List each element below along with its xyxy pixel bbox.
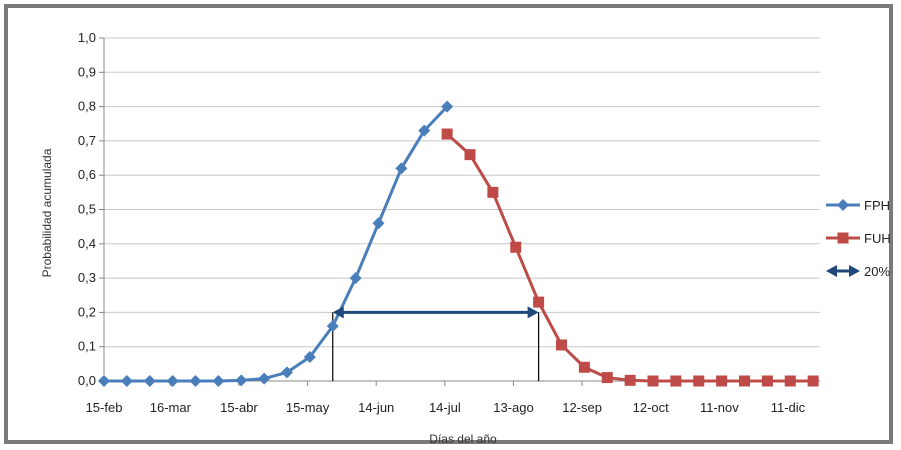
data-point-fph xyxy=(349,272,362,285)
y-tick-label: 0,4 xyxy=(78,236,96,251)
data-point-fph xyxy=(212,375,225,387)
y-tick-label: 1,0 xyxy=(78,30,96,45)
data-point-fph xyxy=(98,375,110,387)
legend-arrow-head-left xyxy=(826,265,837,277)
data-point-fuh xyxy=(647,375,659,387)
x-tick-label: 13-ago xyxy=(493,400,533,415)
data-point-fuh xyxy=(693,375,705,387)
legend-arrow-head-right xyxy=(849,265,860,277)
y-tick-label: 0,1 xyxy=(78,339,96,354)
x-tick-label: 12-sep xyxy=(562,400,602,415)
y-gridlines xyxy=(104,37,820,348)
data-point-fph xyxy=(372,217,385,230)
y-tick-label: 0,7 xyxy=(78,133,96,148)
x-tick-label: 15-may xyxy=(286,400,330,415)
data-point-fph xyxy=(235,374,248,387)
data-point-fph xyxy=(120,375,133,387)
y-tick-label: 0,6 xyxy=(78,167,96,182)
legend-marker xyxy=(837,199,849,211)
x-tick-label: 15-abr xyxy=(220,400,258,415)
data-point-fph xyxy=(258,372,271,385)
x-tick-label: 12-oct xyxy=(633,400,670,415)
data-point-fph xyxy=(166,375,179,387)
data-point-fuh xyxy=(624,374,636,386)
y-axis-title: Probabilidad acumulada xyxy=(40,148,54,277)
axes xyxy=(99,37,820,386)
data-point-fph xyxy=(418,124,431,137)
data-point-fph xyxy=(326,320,339,333)
data-point-fuh xyxy=(533,296,545,308)
x-tick-label: 14-jun xyxy=(358,400,394,415)
data-point-fuh xyxy=(487,186,499,198)
data-point-fuh xyxy=(784,375,796,387)
data-point-fuh xyxy=(739,375,751,387)
x-tick-label: 11-nov xyxy=(700,400,739,415)
data-point-fph xyxy=(303,350,316,363)
data-point-fph xyxy=(395,162,408,175)
y-tick-label: 0,3 xyxy=(78,270,96,285)
data-point-fuh xyxy=(578,361,590,373)
series-layer xyxy=(98,100,819,387)
range-arrow-head-right xyxy=(527,306,539,319)
data-point-fph xyxy=(189,375,202,387)
y-tick-labels: 0,0 0,1 0,2 0,3 0,4 0,5 0,6 0,7 0,8 0,9 1,0 xyxy=(78,30,96,388)
data-point-fuh xyxy=(510,241,522,253)
data-point-fuh xyxy=(464,149,476,161)
x-tick-labels: 15-feb 16-mar 15-abr 15-may 14-jun 14-jul 13-a… xyxy=(86,400,806,415)
data-point-fph xyxy=(281,366,294,379)
legend-label: 20% xyxy=(864,264,890,279)
data-point-fuh xyxy=(556,339,568,351)
data-point-fph xyxy=(143,375,156,387)
y-tick-label: 0,8 xyxy=(78,99,96,114)
data-point-fuh xyxy=(441,128,453,140)
data-point-fuh xyxy=(807,375,819,387)
data-point-fuh xyxy=(716,375,728,387)
data-point-fuh xyxy=(761,375,773,387)
y-tick-label: 0,5 xyxy=(78,202,96,217)
x-tick-label: 16-mar xyxy=(150,400,192,415)
y-tick-label: 0,2 xyxy=(78,304,96,319)
legend-label: FPH xyxy=(864,198,890,213)
series-line-fph xyxy=(104,105,449,383)
data-point-fuh xyxy=(601,372,613,384)
data-point-fuh xyxy=(670,375,682,387)
series-line-fuh xyxy=(446,132,814,383)
x-axis-title: Días del año xyxy=(429,432,497,446)
chart-frame xyxy=(4,4,893,444)
y-tick-label: 0,9 xyxy=(78,64,96,79)
y-tick-label: 0,0 xyxy=(78,373,96,388)
legend-label: FUH xyxy=(864,231,891,246)
data-point-fph xyxy=(441,100,454,113)
legend-marker xyxy=(837,232,849,244)
x-tick-label: 11-dic xyxy=(771,400,806,415)
x-tick-label: 15-feb xyxy=(86,400,123,415)
range-arrow-head-left xyxy=(332,306,344,319)
x-tick-label: 14-jul xyxy=(429,400,461,415)
legend: FPH FUH 20% xyxy=(826,198,891,279)
